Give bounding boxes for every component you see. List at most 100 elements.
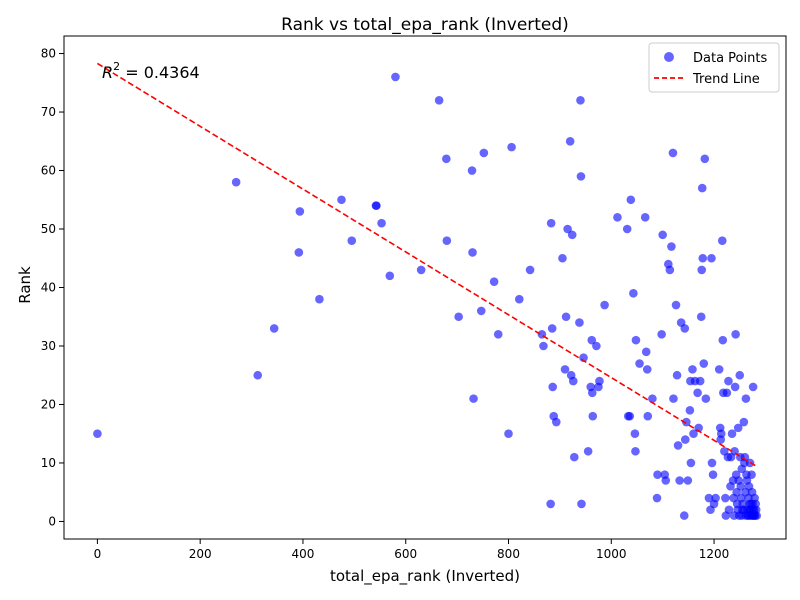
data-point	[560, 365, 570, 374]
data-point	[652, 493, 662, 503]
data-point	[748, 382, 758, 392]
data-point	[631, 446, 640, 456]
data-point	[661, 476, 671, 485]
data-point	[679, 511, 689, 520]
data-point	[673, 441, 683, 450]
data-point	[493, 329, 503, 339]
y-tick-label: 60	[41, 164, 56, 178]
data-point	[347, 236, 357, 246]
x-tick-label: 800	[497, 547, 520, 561]
data-point	[372, 201, 381, 210]
x-tick-label: 400	[292, 547, 315, 561]
data-point	[468, 248, 477, 257]
r-squared-value: = 0.4364	[120, 63, 200, 82]
y-tick-label: 20	[41, 397, 56, 411]
data-point	[377, 218, 386, 228]
data-point	[568, 376, 578, 386]
data-point	[622, 224, 632, 234]
y-tick-label: 50	[41, 222, 56, 236]
data-point	[561, 312, 571, 322]
legend-marker-data-points	[664, 52, 674, 62]
data-point	[675, 476, 684, 485]
data-point	[672, 370, 682, 380]
data-point	[683, 476, 693, 485]
data-point	[686, 458, 696, 468]
data-point	[476, 306, 486, 316]
data-point	[724, 376, 733, 386]
data-point	[595, 376, 604, 386]
data-point	[653, 470, 662, 479]
legend: Data Points Trend Line	[648, 42, 780, 93]
data-point	[665, 265, 675, 275]
data-point	[629, 289, 638, 298]
data-point	[736, 482, 746, 491]
data-point	[733, 423, 743, 433]
data-point	[577, 499, 586, 509]
data-point	[730, 382, 740, 392]
data-point	[576, 172, 586, 181]
data-point	[714, 365, 724, 374]
data-point	[539, 341, 548, 351]
data-point	[546, 218, 556, 228]
data-point	[548, 382, 557, 392]
data-point	[689, 429, 698, 439]
data-point	[567, 230, 577, 240]
data-point	[588, 411, 598, 421]
data-point	[658, 230, 667, 240]
data-point	[716, 429, 726, 439]
x-tick-label: 1000	[596, 547, 627, 561]
data-point	[731, 329, 740, 339]
data-point	[504, 429, 513, 439]
data-point	[727, 429, 737, 439]
data-point	[525, 265, 535, 275]
x-tick-label: 600	[394, 547, 417, 561]
trend-line	[96, 62, 758, 468]
data-point	[685, 406, 695, 415]
y-tick-label: 70	[41, 105, 56, 119]
y-tick-label: 0	[48, 514, 56, 528]
y-axis-label: Rank	[16, 266, 34, 304]
data-point	[680, 324, 690, 333]
data-point	[489, 277, 499, 286]
data-point	[454, 312, 463, 322]
data-point	[583, 446, 593, 456]
y-tick-label: 10	[41, 456, 56, 470]
data-point	[630, 429, 640, 439]
plot-area: 0 200 400 600 800 1000 1200 0 10 20 30 40 50 60 70 80	[41, 35, 787, 561]
data-point	[294, 248, 304, 257]
data-point	[442, 154, 451, 164]
data-point	[551, 417, 561, 427]
data-point	[698, 253, 708, 263]
data-point	[640, 213, 650, 222]
data-point	[682, 417, 691, 427]
data-point	[697, 265, 707, 275]
data-point	[740, 452, 750, 462]
data-point	[558, 253, 567, 263]
data-point	[391, 72, 400, 82]
data-point	[735, 370, 745, 380]
data-point	[693, 388, 702, 398]
data-point	[747, 470, 756, 479]
data-point	[699, 359, 709, 368]
data-point	[707, 253, 716, 263]
data-point	[701, 394, 711, 403]
data-point	[648, 394, 657, 403]
data-point	[669, 394, 678, 403]
data-point	[315, 294, 324, 304]
data-point	[469, 394, 478, 403]
chart-title: Rank vs total_epa_rank (Inverted)	[281, 15, 569, 35]
data-point	[253, 370, 263, 380]
data-point	[231, 177, 241, 187]
data-point	[688, 365, 697, 374]
data-point	[576, 96, 585, 105]
data-point	[671, 300, 681, 310]
data-point	[569, 452, 579, 462]
data-point	[680, 435, 690, 444]
data-point	[737, 511, 747, 520]
data-point	[657, 329, 666, 339]
x-tick-label: 1200	[699, 547, 730, 561]
data-point	[718, 335, 728, 345]
data-point	[93, 429, 102, 439]
data-point	[667, 242, 676, 251]
data-point	[739, 417, 749, 427]
